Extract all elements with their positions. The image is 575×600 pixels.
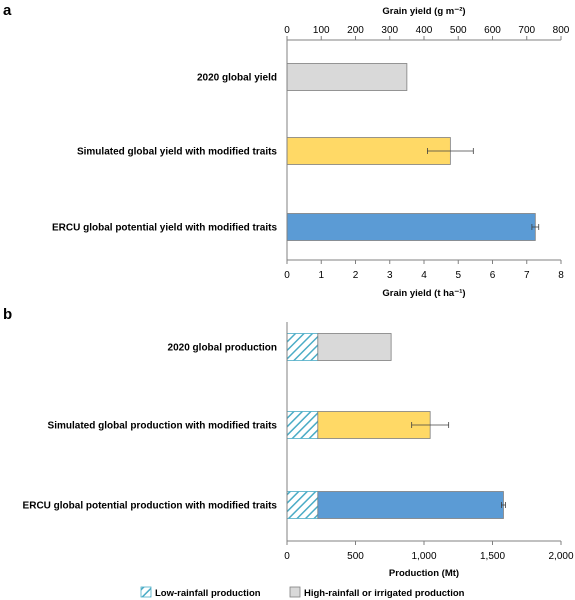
panel-a-letter: a — [3, 2, 12, 19]
panel-a-bottom-tick-label: 0 — [284, 270, 290, 281]
panel-b-tick-label: 2,000 — [548, 551, 573, 562]
panel-a-top-axis: 0 100 200 300 400 500 600 700 800 — [284, 25, 570, 40]
panel-b-x-axis-title: Production (Mt) — [389, 568, 459, 579]
panel-a-top-axis-title: Grain yield (g m⁻²) — [382, 6, 465, 17]
panel-a-category-labels: 2020 global yield Simulated global yield … — [52, 73, 277, 234]
panel-b-bar-high-rainfall — [317, 491, 504, 519]
panel-a-top-tick-label: 800 — [553, 25, 570, 36]
panel-a-top-tick-label: 200 — [347, 25, 364, 36]
panel-b-bar-low-rainfall — [286, 491, 319, 519]
panel-a-top-tick-label: 500 — [450, 25, 467, 36]
panel-a-category-label: 2020 global yield — [197, 73, 277, 84]
panel-b-error-bar — [501, 502, 506, 508]
panel-a-top-tick-label: 300 — [381, 25, 398, 36]
panel-b-chart: b 2020 global production Simulated global… — [3, 306, 574, 599]
panel-b-bar-high-rainfall — [317, 333, 392, 361]
panel-b-letter: b — [3, 306, 12, 323]
panel-a-category-label: Simulated global yield with modified tra… — [77, 147, 277, 158]
panel-a-top-tick-label: 0 — [284, 25, 290, 36]
panel-b-tick-label: 1,000 — [411, 551, 436, 562]
panel-b-bar-low-rainfall — [286, 333, 319, 361]
panel-a-category-label: ERCU global potential yield with modifie… — [52, 223, 277, 234]
legend-swatch-low-rainfall — [140, 586, 152, 598]
legend: Low-rainfall production High-rainfall or… — [140, 586, 465, 599]
panel-a-error-bar — [427, 148, 474, 154]
panel-a-top-tick-label: 400 — [416, 25, 433, 36]
panel-a-bar — [286, 213, 536, 241]
panel-a-bottom-tick-label: 8 — [558, 270, 564, 281]
panel-a-top-tick-label: 100 — [313, 25, 330, 36]
panel-a-chart: a Grain yield (g m⁻²) 0 100 200 300 400 500 60… — [3, 2, 570, 299]
panel-a-bottom-tick-label: 6 — [490, 270, 496, 281]
panel-a-bars — [286, 63, 540, 241]
panel-b-x-axis: 0 500 1,000 1,500 2,000 — [284, 541, 574, 562]
panel-a-bottom-tick-label: 1 — [318, 270, 324, 281]
panel-b-tick-label: 1,500 — [480, 551, 505, 562]
panel-a-bottom-tick-label: 3 — [387, 270, 393, 281]
panel-a-bottom-tick-label: 2 — [353, 270, 359, 281]
panel-b-tick-label: 0 — [284, 551, 290, 562]
panel-a-top-tick-label: 700 — [518, 25, 535, 36]
panel-b-category-label: 2020 global production — [168, 343, 277, 354]
panel-a-bar — [286, 63, 408, 91]
legend-label-high-rainfall: High-rainfall or irrigated production — [304, 588, 465, 599]
legend-swatch-high-rainfall — [289, 586, 301, 598]
legend-label-low-rainfall: Low-rainfall production — [155, 588, 261, 599]
panel-a-bar — [286, 137, 451, 165]
panel-b-bar-low-rainfall — [286, 411, 319, 439]
panel-b-tick-label: 500 — [347, 551, 364, 562]
panel-a-top-tick-label: 600 — [484, 25, 501, 36]
panel-a-bottom-tick-label: 7 — [524, 270, 530, 281]
panel-a-bottom-tick-label: 4 — [421, 270, 427, 281]
panel-a-error-bar — [531, 224, 540, 230]
panel-a-bottom-axis: 0 1 2 3 4 5 6 7 8 — [284, 260, 564, 281]
panel-a-bottom-tick-label: 5 — [455, 270, 461, 281]
panel-b-error-bar — [411, 422, 450, 428]
panel-b-category-label: ERCU global potential production with mo… — [23, 501, 278, 512]
panel-a-bottom-axis-title: Grain yield (t ha⁻¹) — [382, 288, 465, 299]
panel-b-category-labels: 2020 global production Simulated global p… — [23, 343, 278, 512]
panel-b-bars — [286, 333, 506, 519]
panel-b-category-label: Simulated global production with modifie… — [48, 421, 278, 432]
